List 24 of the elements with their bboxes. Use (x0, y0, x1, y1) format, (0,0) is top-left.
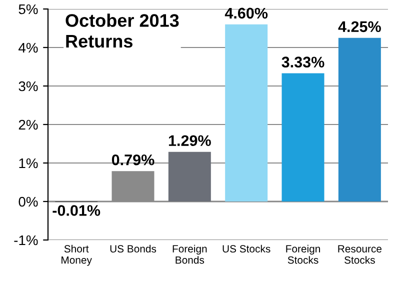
y-tick-label: 5% (18, 4, 38, 14)
y-tick-label: 0% (18, 196, 38, 207)
y-tick-label: 1% (19, 158, 38, 168)
data-label: 0.79% (112, 154, 154, 166)
bar (168, 152, 211, 202)
bar (282, 73, 324, 202)
x-tick-label: US Bonds (110, 244, 156, 253)
bar (225, 24, 268, 202)
text: October 2013 Returns (66, 14, 179, 48)
data-label: 4.25% (338, 21, 381, 32)
y-tick-label: 2% (18, 120, 38, 130)
x-tick-label: Foreign Bonds (172, 244, 207, 264)
data-label: -0.01% (52, 205, 100, 216)
bar (338, 38, 381, 202)
y-tick-label: -1% (14, 235, 38, 246)
data-label: 3.33% (282, 56, 324, 68)
x-tick-label: US Stocks (222, 244, 270, 253)
x-tick-label: Foreign Stocks (286, 244, 320, 264)
x-tick-label: Short Money (62, 244, 92, 266)
y-tick-label: 3% (18, 81, 38, 92)
data-label: 4.60% (224, 8, 268, 19)
y-tick-label: 4% (18, 42, 38, 53)
x-tick-label: Resource Stocks (338, 245, 382, 264)
data-label: 1.29% (168, 135, 211, 146)
